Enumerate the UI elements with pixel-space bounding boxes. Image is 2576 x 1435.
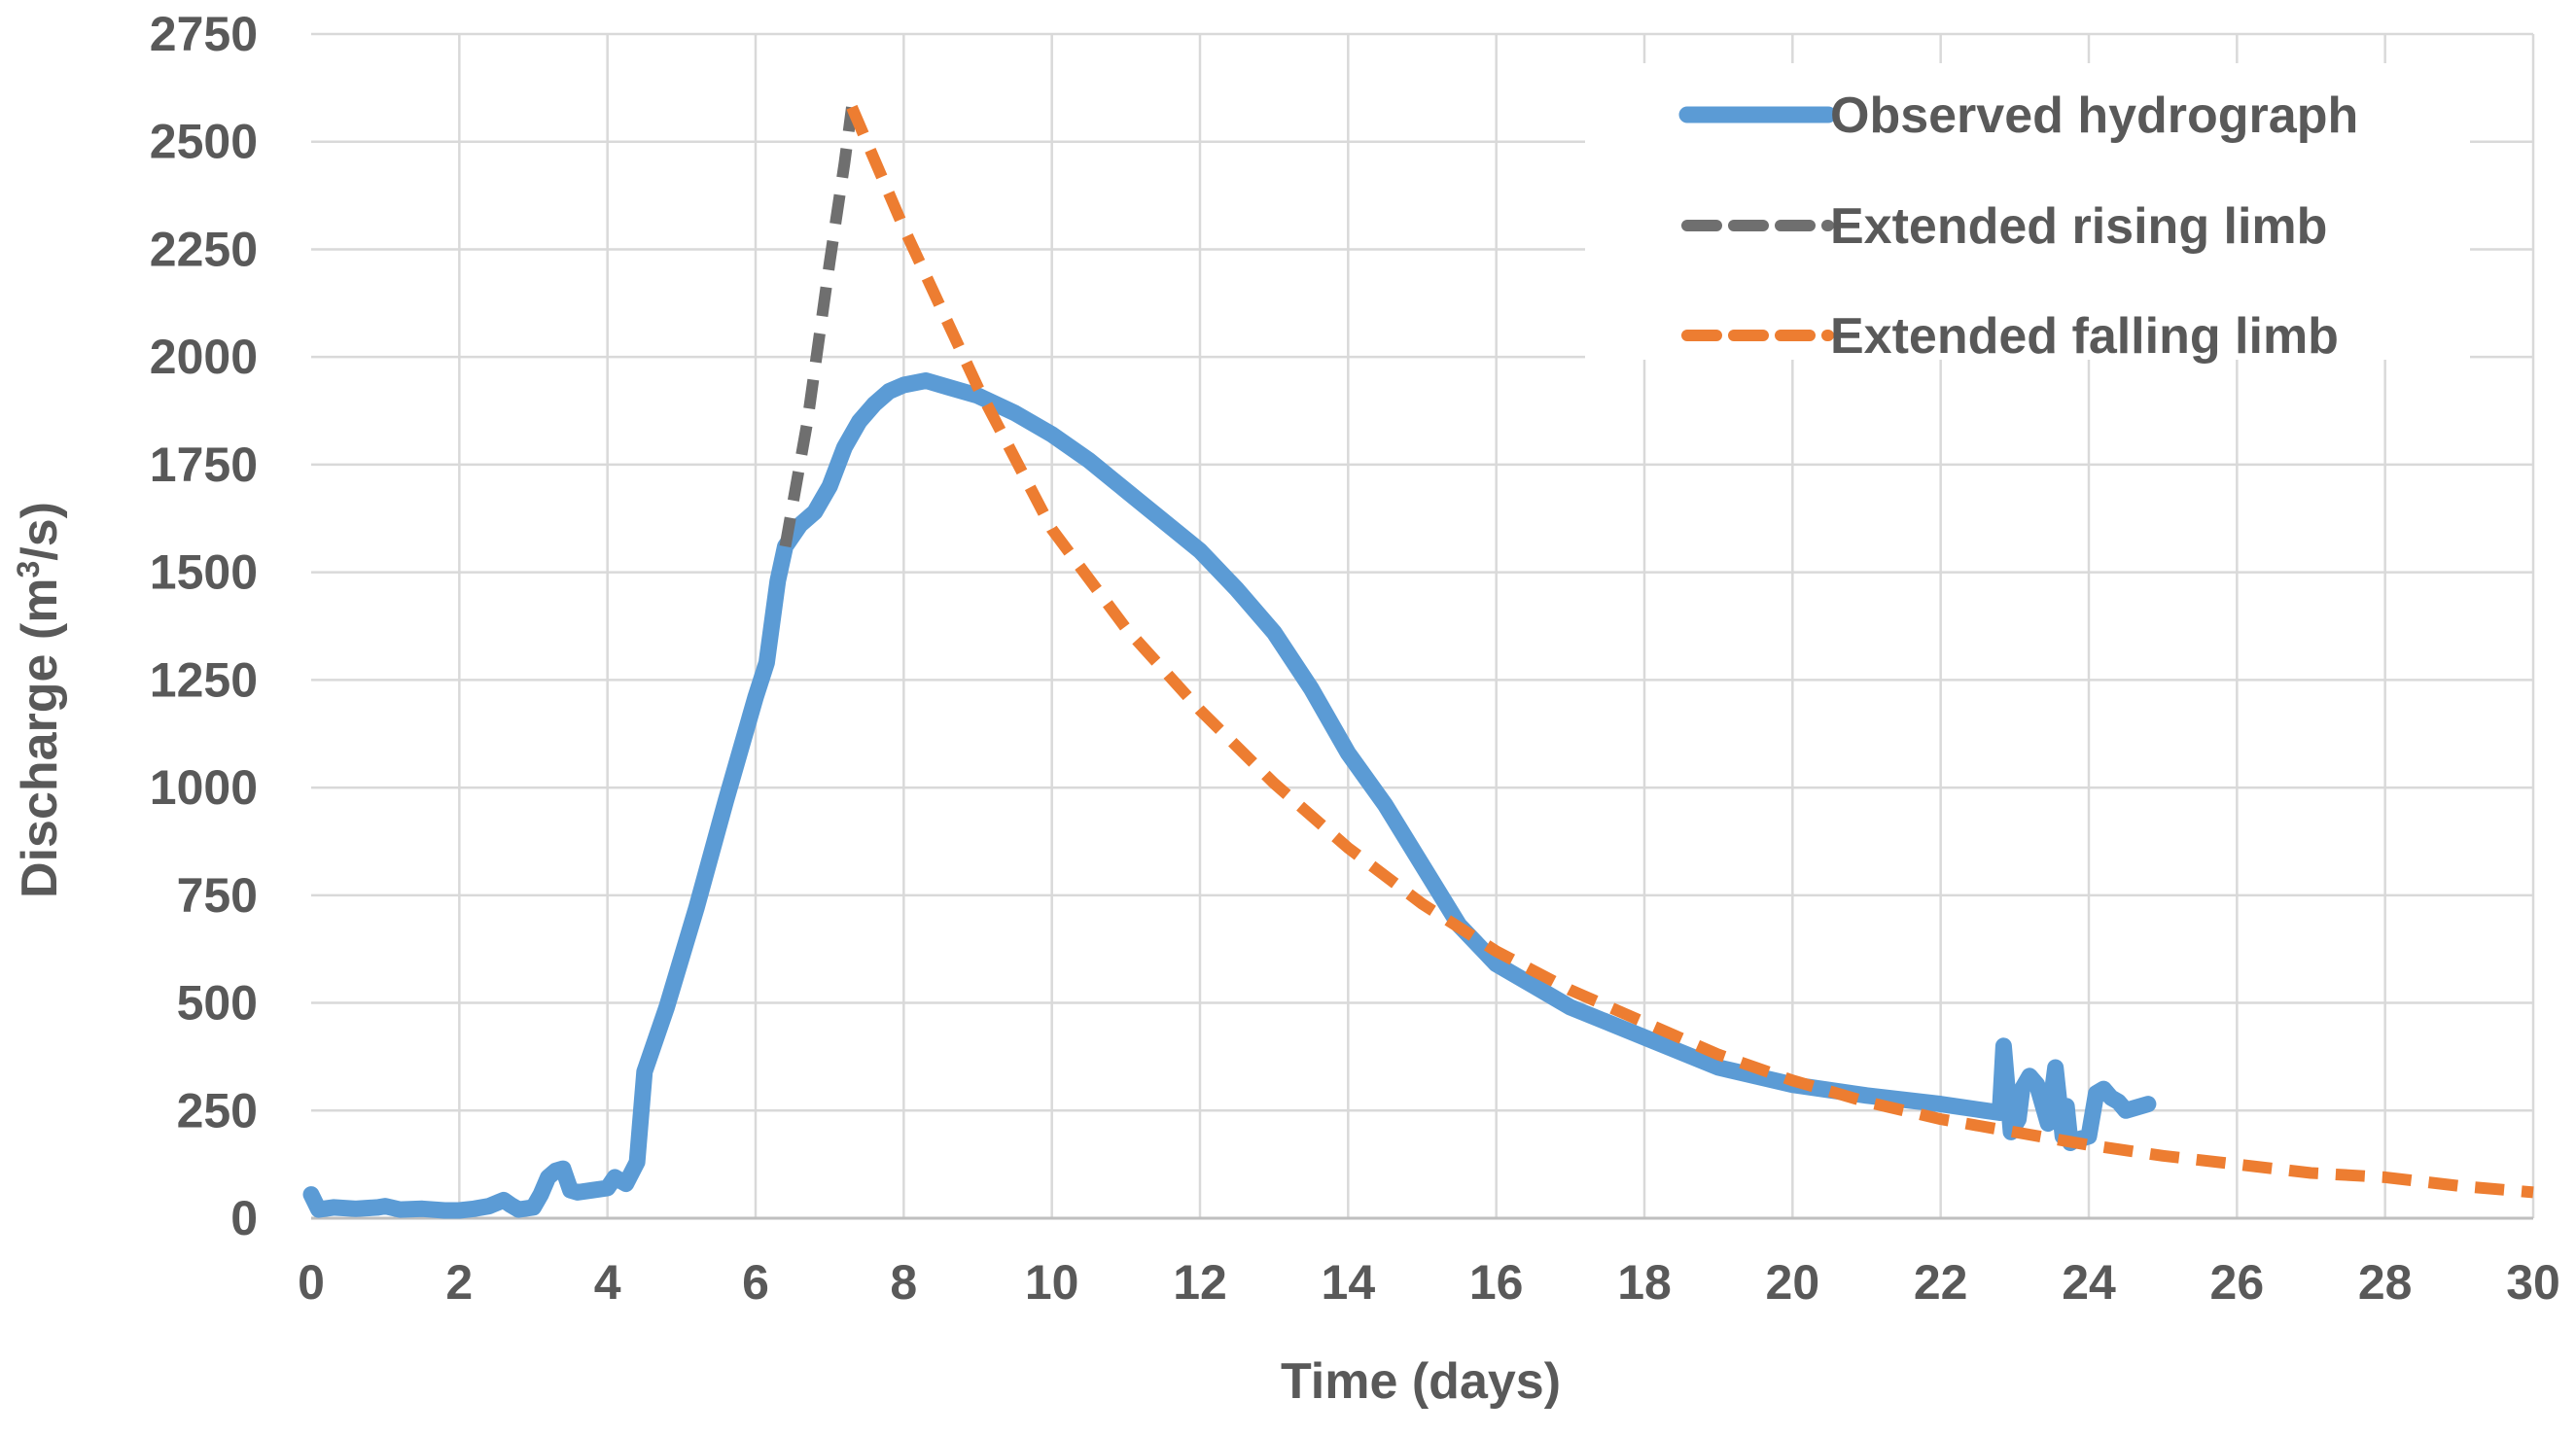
legend-label-falling: Extended falling limb bbox=[1830, 308, 2339, 365]
x-tick-label: 6 bbox=[742, 1255, 769, 1310]
x-tick-label: 26 bbox=[2210, 1255, 2265, 1310]
series-extended-falling-limb bbox=[846, 104, 2534, 1199]
y-tick-label: 1250 bbox=[150, 652, 258, 707]
y-axis-title: Discharge (m3/s) bbox=[11, 502, 68, 898]
x-tick-label: 4 bbox=[594, 1255, 621, 1310]
y-axis-title-tail: /s) bbox=[12, 502, 68, 561]
y-axis-title-main: Discharge (m bbox=[12, 578, 68, 898]
x-tick-label: 14 bbox=[1322, 1255, 1376, 1310]
horizontal-gridlines bbox=[311, 32, 2533, 1220]
x-tick-label: 24 bbox=[2062, 1255, 2116, 1310]
legend-label-observed: Observed hydrograph bbox=[1830, 88, 2358, 144]
y-tick-label: 2750 bbox=[150, 7, 258, 61]
y-tick-label: 2250 bbox=[150, 222, 258, 276]
series-layer bbox=[302, 104, 2534, 1219]
y-tick-label: 1000 bbox=[150, 760, 258, 815]
y-tick-label: 2000 bbox=[150, 330, 258, 384]
x-tick-label: 28 bbox=[2358, 1255, 2413, 1310]
x-tick-label: 18 bbox=[1617, 1255, 1672, 1310]
y-tick-label: 750 bbox=[177, 868, 258, 923]
x-tick-label: 2 bbox=[445, 1255, 473, 1310]
x-tick-label: 0 bbox=[298, 1255, 325, 1310]
y-tick-label: 2500 bbox=[150, 115, 258, 169]
y-tick-label: 0 bbox=[230, 1191, 258, 1245]
series-extended-rising-limb bbox=[779, 106, 858, 548]
y-axis-title-superscript: 3 bbox=[11, 561, 46, 578]
x-tick-label: 8 bbox=[890, 1255, 917, 1310]
x-tick-label: 20 bbox=[1766, 1255, 1820, 1310]
x-tick-label: 12 bbox=[1173, 1255, 1227, 1310]
x-tick-label: 10 bbox=[1025, 1255, 1079, 1310]
x-axis-title: Time (days) bbox=[1281, 1353, 1561, 1410]
series-observed-hydrograph bbox=[302, 372, 2157, 1219]
x-tick-labels: 0 2 4 6 8 10 12 14 16 18 20 22 24 26 28 30 bbox=[298, 1255, 2560, 1310]
legend: Observed hydrograph Extended rising limb… bbox=[1585, 63, 2470, 365]
y-tick-label: 1500 bbox=[150, 545, 258, 600]
x-tick-label: 30 bbox=[2506, 1255, 2560, 1310]
y-tick-label: 250 bbox=[177, 1083, 258, 1138]
y-tick-label: 500 bbox=[177, 976, 258, 1031]
x-tick-label: 22 bbox=[1914, 1255, 1968, 1310]
legend-label-rising: Extended rising limb bbox=[1830, 198, 2327, 255]
y-tick-label: 1750 bbox=[150, 438, 258, 492]
y-tick-labels: 0 250 500 750 1000 1250 1500 1750 2000 2250 2500 27… bbox=[150, 7, 258, 1245]
x-tick-label: 16 bbox=[1469, 1255, 1524, 1310]
